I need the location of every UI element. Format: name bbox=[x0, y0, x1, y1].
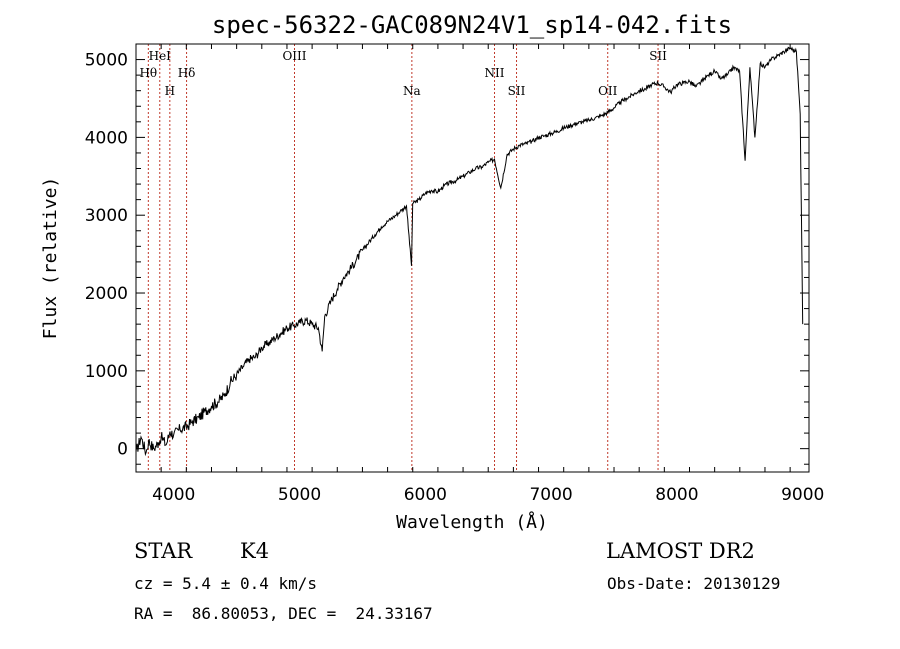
x-tick-label: 4000 bbox=[152, 485, 195, 505]
spectral-line-label: Na bbox=[403, 84, 421, 98]
y-axis: 0 1000 2000 3000 4000 5000 bbox=[85, 43, 809, 465]
object-class: STAR bbox=[134, 539, 193, 563]
spectrum-series-line bbox=[135, 46, 804, 457]
x-axis: 4000 5000 6000 7000 8000 9000 bbox=[135, 44, 824, 505]
spectral-line-label: Hδ bbox=[178, 66, 196, 80]
survey-name: LAMOST DR2 bbox=[606, 539, 755, 563]
spectral-line-label: OIII bbox=[282, 49, 306, 63]
plot-frame bbox=[135, 43, 810, 473]
y-tick-label: 2000 bbox=[85, 284, 128, 304]
y-tick-label: 3000 bbox=[85, 206, 128, 226]
spectral-line-label: HeI bbox=[149, 49, 172, 63]
spectral-line-label: OII bbox=[598, 84, 618, 98]
y-tick-label: 4000 bbox=[85, 128, 128, 148]
y-tick-label: 1000 bbox=[85, 362, 128, 382]
chart-title: spec-56322-GAC089N24V1_sp14-042.fits bbox=[212, 11, 732, 39]
object-subclass: K4 bbox=[240, 539, 270, 563]
y-tick-label: 0 bbox=[117, 440, 128, 460]
obs-date-text: Obs-Date: 20130129 bbox=[607, 574, 781, 593]
coordinates-text: RA = 86.80053, DEC = 24.33167 bbox=[134, 604, 433, 623]
x-tick-label: 8000 bbox=[655, 485, 698, 505]
x-tick-label: 6000 bbox=[404, 485, 447, 505]
redshift-text: cz = 5.4 ± 0.4 km/s bbox=[134, 574, 318, 593]
y-tick-label: 5000 bbox=[85, 51, 128, 71]
y-axis-label: Flux (relative) bbox=[40, 177, 61, 340]
spectral-line-label: Hθ bbox=[139, 66, 157, 80]
spectral-line-label: SII bbox=[508, 84, 526, 98]
spectral-line-label: H bbox=[165, 84, 175, 98]
x-axis-label: Wavelength (Å) bbox=[396, 511, 548, 533]
spectral-line-label: SII bbox=[649, 49, 667, 63]
x-tick-label: 5000 bbox=[278, 485, 321, 505]
spectral-line-label: NII bbox=[485, 66, 505, 80]
x-tick-label: 9000 bbox=[781, 485, 824, 505]
x-tick-label: 7000 bbox=[529, 485, 572, 505]
